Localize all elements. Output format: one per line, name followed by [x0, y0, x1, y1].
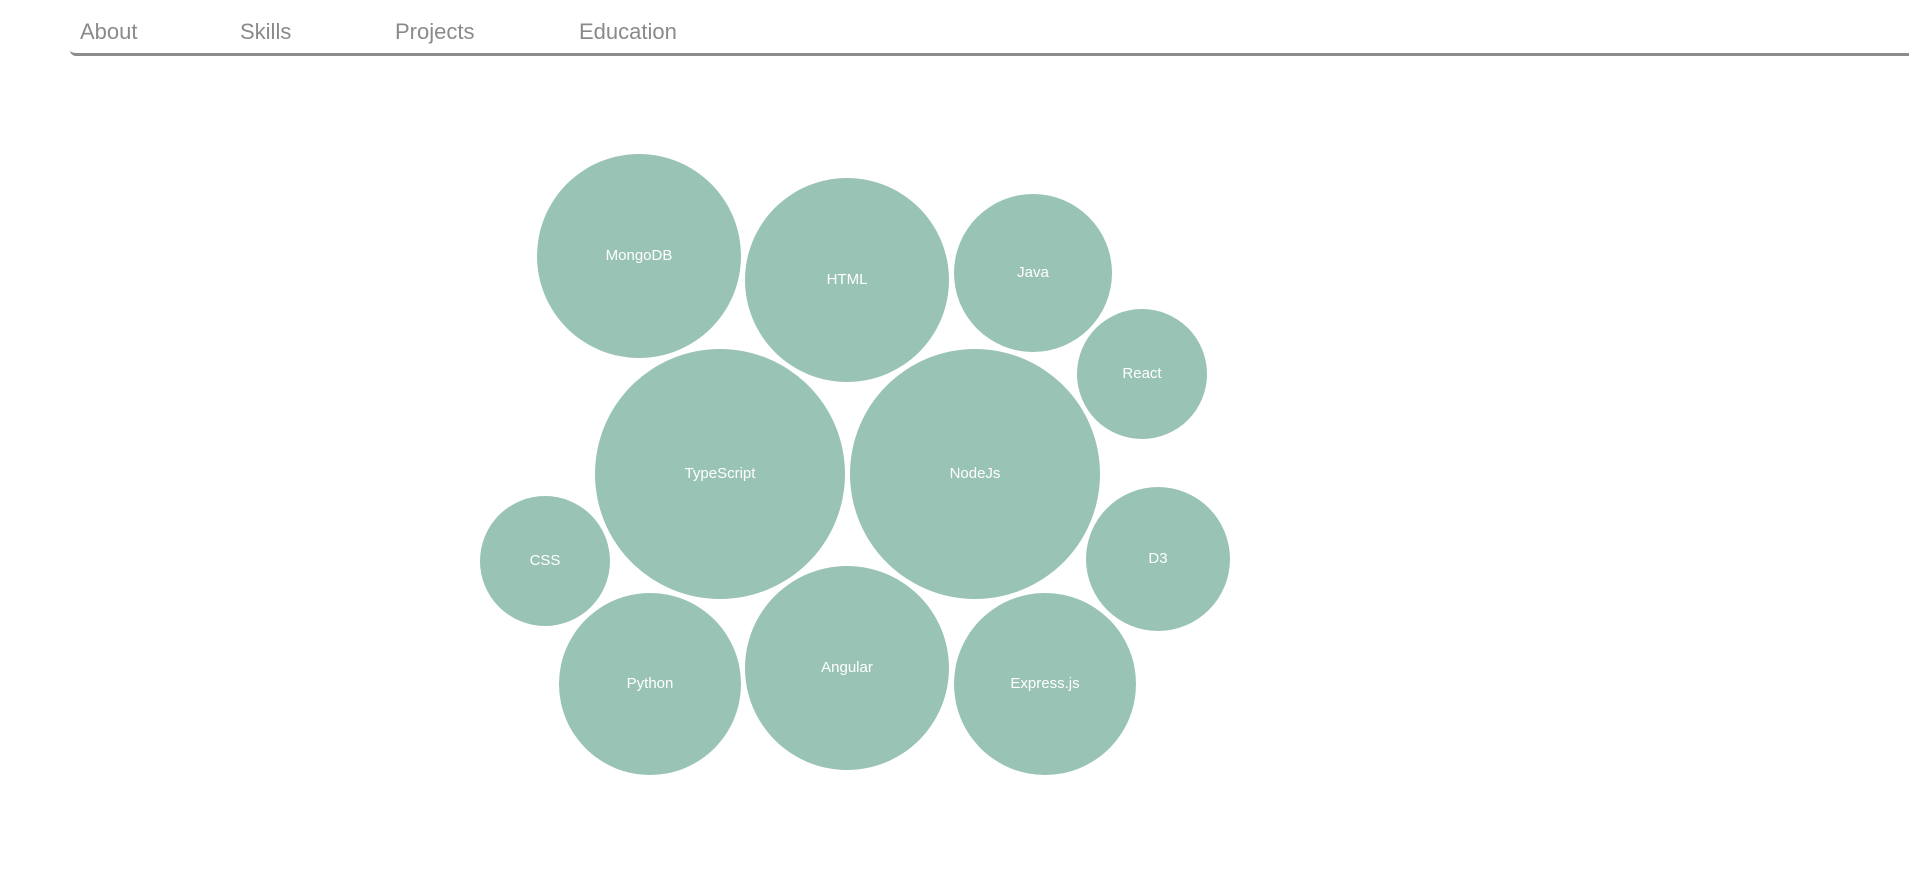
bubble-html: [745, 178, 949, 382]
bubble-css: [480, 496, 610, 626]
bubble-mongodb: [537, 154, 741, 358]
nav-item-projects[interactable]: Projects: [395, 19, 475, 44]
bubble-label-react: React: [1122, 365, 1162, 382]
nav-item-education[interactable]: Education: [579, 19, 677, 44]
bubble-python: [559, 593, 741, 775]
bubble-label-html: HTML: [827, 271, 868, 288]
bubble-label-angular: Angular: [821, 659, 873, 676]
bubble-express-js: [954, 593, 1136, 775]
bubble-label-typescript: TypeScript: [685, 465, 757, 482]
bubble-label-css: CSS: [530, 552, 561, 569]
bubble-typescript: [595, 349, 845, 599]
top-nav: About Skills Projects Education: [70, 0, 1909, 56]
bubble-label-express-js: Express.js: [1010, 675, 1079, 692]
bubble-angular: [745, 566, 949, 770]
bubble-d3: [1086, 487, 1230, 631]
bubble-react: [1077, 309, 1207, 439]
nav-item-skills[interactable]: Skills: [240, 19, 292, 44]
bubble-label-mongodb: MongoDB: [606, 247, 673, 264]
bubble-label-nodejs: NodeJs: [950, 465, 1001, 482]
bubble-label-python: Python: [627, 675, 674, 692]
bubble-label-d3: D3: [1148, 550, 1167, 567]
nav-item-about[interactable]: About: [80, 19, 138, 44]
bubble-nodejs: [850, 349, 1100, 599]
bubble-java: [954, 194, 1112, 352]
bubble-label-java: Java: [1017, 264, 1049, 281]
